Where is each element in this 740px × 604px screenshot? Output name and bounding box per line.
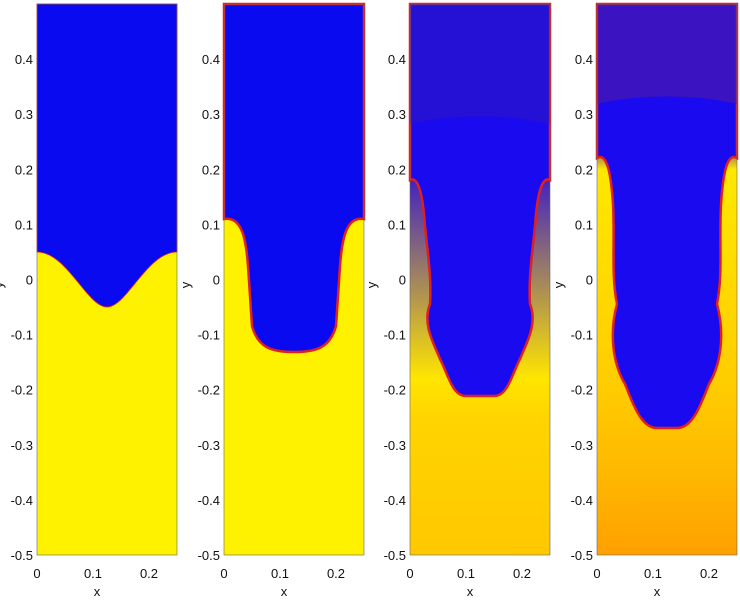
y-tick-label: -0.3 — [571, 438, 593, 453]
y-tick-label: -0.5 — [571, 548, 593, 563]
y-tick-label: 0 — [26, 273, 33, 288]
y-tick-label: -0.5 — [384, 548, 406, 563]
y-tick-label: 0 — [399, 273, 406, 288]
x-tick-label: 0 — [220, 566, 227, 581]
y-tick-label: -0.3 — [11, 438, 33, 453]
x-axis-label: x — [467, 584, 474, 599]
y-tick-label: -0.2 — [571, 383, 593, 398]
y-tick-label: 0.3 — [575, 107, 593, 122]
mixed-region — [597, 4, 737, 104]
y-axis-label: y — [178, 281, 193, 288]
y-tick-label: -0.2 — [11, 383, 33, 398]
y-tick-label: -0.4 — [198, 493, 220, 508]
y-axis-label: y — [551, 281, 566, 288]
heavy-fluid-region — [222, 2, 366, 354]
axes-frame — [223, 3, 365, 556]
y-tick-label: 0 — [213, 273, 220, 288]
heavy-fluid-region — [36, 3, 178, 308]
heavy-fluid-region — [595, 2, 739, 430]
y-tick-label: 0.4 — [388, 52, 406, 67]
y-tick-label: -0.1 — [11, 328, 33, 343]
y-tick-label: -0.2 — [384, 383, 406, 398]
x-tick-label: 0.2 — [140, 566, 158, 581]
y-tick-label: 0.3 — [15, 107, 33, 122]
axes-frame — [596, 3, 738, 556]
x-tick-label: 0.2 — [327, 566, 345, 581]
y-tick-label: -0.4 — [384, 493, 406, 508]
y-tick-label: 0.2 — [202, 162, 220, 177]
x-tick-label: 0 — [593, 566, 600, 581]
mixed-region — [410, 4, 550, 124]
y-tick-label: -0.1 — [384, 328, 406, 343]
y-tick-label: 0.1 — [575, 217, 593, 232]
y-tick-label: -0.3 — [198, 438, 220, 453]
axes-frame — [409, 3, 551, 556]
x-tick-label: 0.2 — [513, 566, 531, 581]
x-tick-label: 0 — [33, 566, 40, 581]
y-tick-label: -0.3 — [384, 438, 406, 453]
y-tick-label: 0.2 — [388, 162, 406, 177]
x-tick-label: 0.1 — [271, 566, 289, 581]
axes-frame — [36, 3, 178, 556]
y-tick-label: 0.2 — [575, 162, 593, 177]
y-tick-label: -0.1 — [571, 328, 593, 343]
x-tick-label: 0.1 — [644, 566, 662, 581]
y-tick-label: -0.5 — [11, 548, 33, 563]
x-tick-label: 0 — [406, 566, 413, 581]
panel-stage-2: 0.40.30.20.10-0.1-0.2-0.3-0.4-0.50 0.1 0.2… — [178, 2, 366, 599]
y-axis-label: y — [364, 281, 379, 288]
y-tick-label: 0.1 — [202, 217, 220, 232]
y-tick-label: 0.2 — [15, 162, 33, 177]
x-tick-label: 0.2 — [700, 566, 718, 581]
y-tick-label: 0.4 — [202, 52, 220, 67]
y-tick-label: 0.4 — [575, 52, 593, 67]
x-axis-label: x — [94, 584, 101, 599]
y-tick-label: 0.3 — [388, 107, 406, 122]
y-tick-label: 0.1 — [15, 217, 33, 232]
x-tick-label: 0.1 — [84, 566, 102, 581]
y-tick-label: -0.1 — [198, 328, 220, 343]
panel-stage-4: 0.40.30.20.10-0.1-0.2-0.3-0.4-0.50 0.1 0.2… — [551, 2, 739, 599]
y-axis-label: y — [0, 281, 6, 288]
y-tick-label: -0.2 — [198, 383, 220, 398]
x-axis-label: x — [281, 584, 288, 599]
panel-stage-3: 0.40.30.20.10-0.1-0.2-0.3-0.4-0.50 0.1 0.2… — [364, 2, 552, 599]
y-tick-label: -0.4 — [11, 493, 33, 508]
x-axis-label: x — [654, 584, 661, 599]
x-tick-label: 0.1 — [457, 566, 475, 581]
y-tick-label: 0 — [586, 273, 593, 288]
y-tick-label: 0.4 — [15, 52, 33, 67]
y-tick-label: -0.5 — [198, 548, 220, 563]
y-tick-label: -0.4 — [571, 493, 593, 508]
panel-stage-1: 0.40.30.20.10-0.1-0.2-0.3-0.4-0.50 0.1 0.2… — [0, 3, 178, 599]
y-tick-label: 0.3 — [202, 107, 220, 122]
y-tick-label: 0.1 — [388, 217, 406, 232]
